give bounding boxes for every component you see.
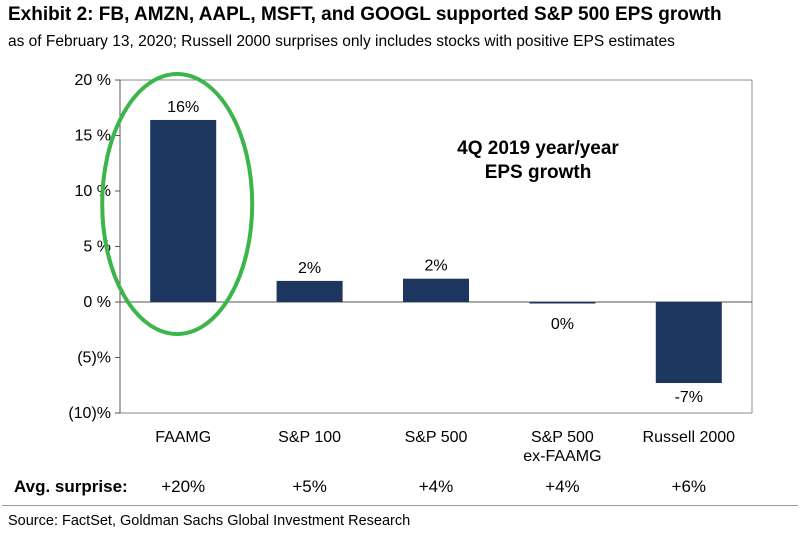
- x-tick-label: ex-FAAMG: [523, 448, 601, 465]
- chart-x-labels: FAAMG S&P 100 S&P 500 S&P 500 ex-FAAMG Russel…: [155, 429, 735, 465]
- x-tick-label: S&P 500: [531, 429, 594, 446]
- annotation-line: EPS growth: [485, 162, 592, 183]
- avg-surprise-value: +20%: [161, 477, 206, 496]
- y-tick-label: 20 %: [75, 72, 111, 89]
- y-tick-label: 0 %: [83, 294, 111, 311]
- avg-surprise-value: +4%: [418, 477, 454, 496]
- bar-chart: 20 %15 %10 %5 %0 %(5)%(10)% 16%2% 2%0%-7%…: [68, 72, 753, 465]
- chart-bars: [150, 119, 722, 384]
- x-tick-label: S&P 500: [405, 429, 468, 446]
- annotation-line: 4Q 2019 year/year: [457, 138, 619, 159]
- x-tick-label: Russell 2000: [643, 429, 736, 446]
- y-tick-label: 15 %: [75, 128, 111, 145]
- avg-surprise-value: +5%: [292, 477, 327, 496]
- bar-data-label: 2%: [298, 260, 321, 277]
- avg-surprise-row: Avg. surprise: +20% +5% +4% +4% +6%: [0, 477, 800, 501]
- highlight-ellipse: [100, 72, 255, 336]
- bar: [150, 119, 217, 303]
- chart-data-labels: 16% 2% 2% 0% -7%: [167, 99, 703, 406]
- bar-data-label: 2%: [424, 258, 447, 275]
- chart-annotation: 4Q 2019 year/year EPS growth: [457, 138, 619, 183]
- avg-surprise-value: +4%: [545, 477, 580, 496]
- bar: [276, 280, 343, 302]
- chart-title: Exhibit 2: FB, AMZN, AAPL, MSFT, and GOO…: [8, 4, 722, 25]
- bar: [403, 278, 469, 302]
- avg-surprise-label: Avg. surprise:: [14, 477, 128, 496]
- avg-surprise-value: +6%: [671, 477, 707, 496]
- source-divider: [2, 505, 798, 506]
- y-tick-label: 10 %: [75, 183, 111, 200]
- y-tick-label: (10)%: [68, 405, 111, 422]
- bar-data-label: 0%: [551, 316, 574, 333]
- chart-axes: 20 %15 %10 %5 %0 %(5)%(10)%: [68, 72, 753, 422]
- x-tick-label: FAAMG: [155, 429, 211, 446]
- y-tick-label: (5)%: [77, 350, 111, 367]
- highlight-ellipse-shape: [100, 72, 255, 336]
- bar-data-label: 16%: [167, 99, 199, 116]
- bar-data-label: -7%: [675, 389, 703, 406]
- x-tick-label: S&P 100: [278, 429, 341, 446]
- chart-subtitle: as of February 13, 2020; Russell 2000 su…: [8, 33, 675, 50]
- source-note: Source: FactSet, Goldman Sachs Global In…: [8, 513, 411, 529]
- bar: [529, 302, 596, 304]
- bar: [655, 302, 722, 384]
